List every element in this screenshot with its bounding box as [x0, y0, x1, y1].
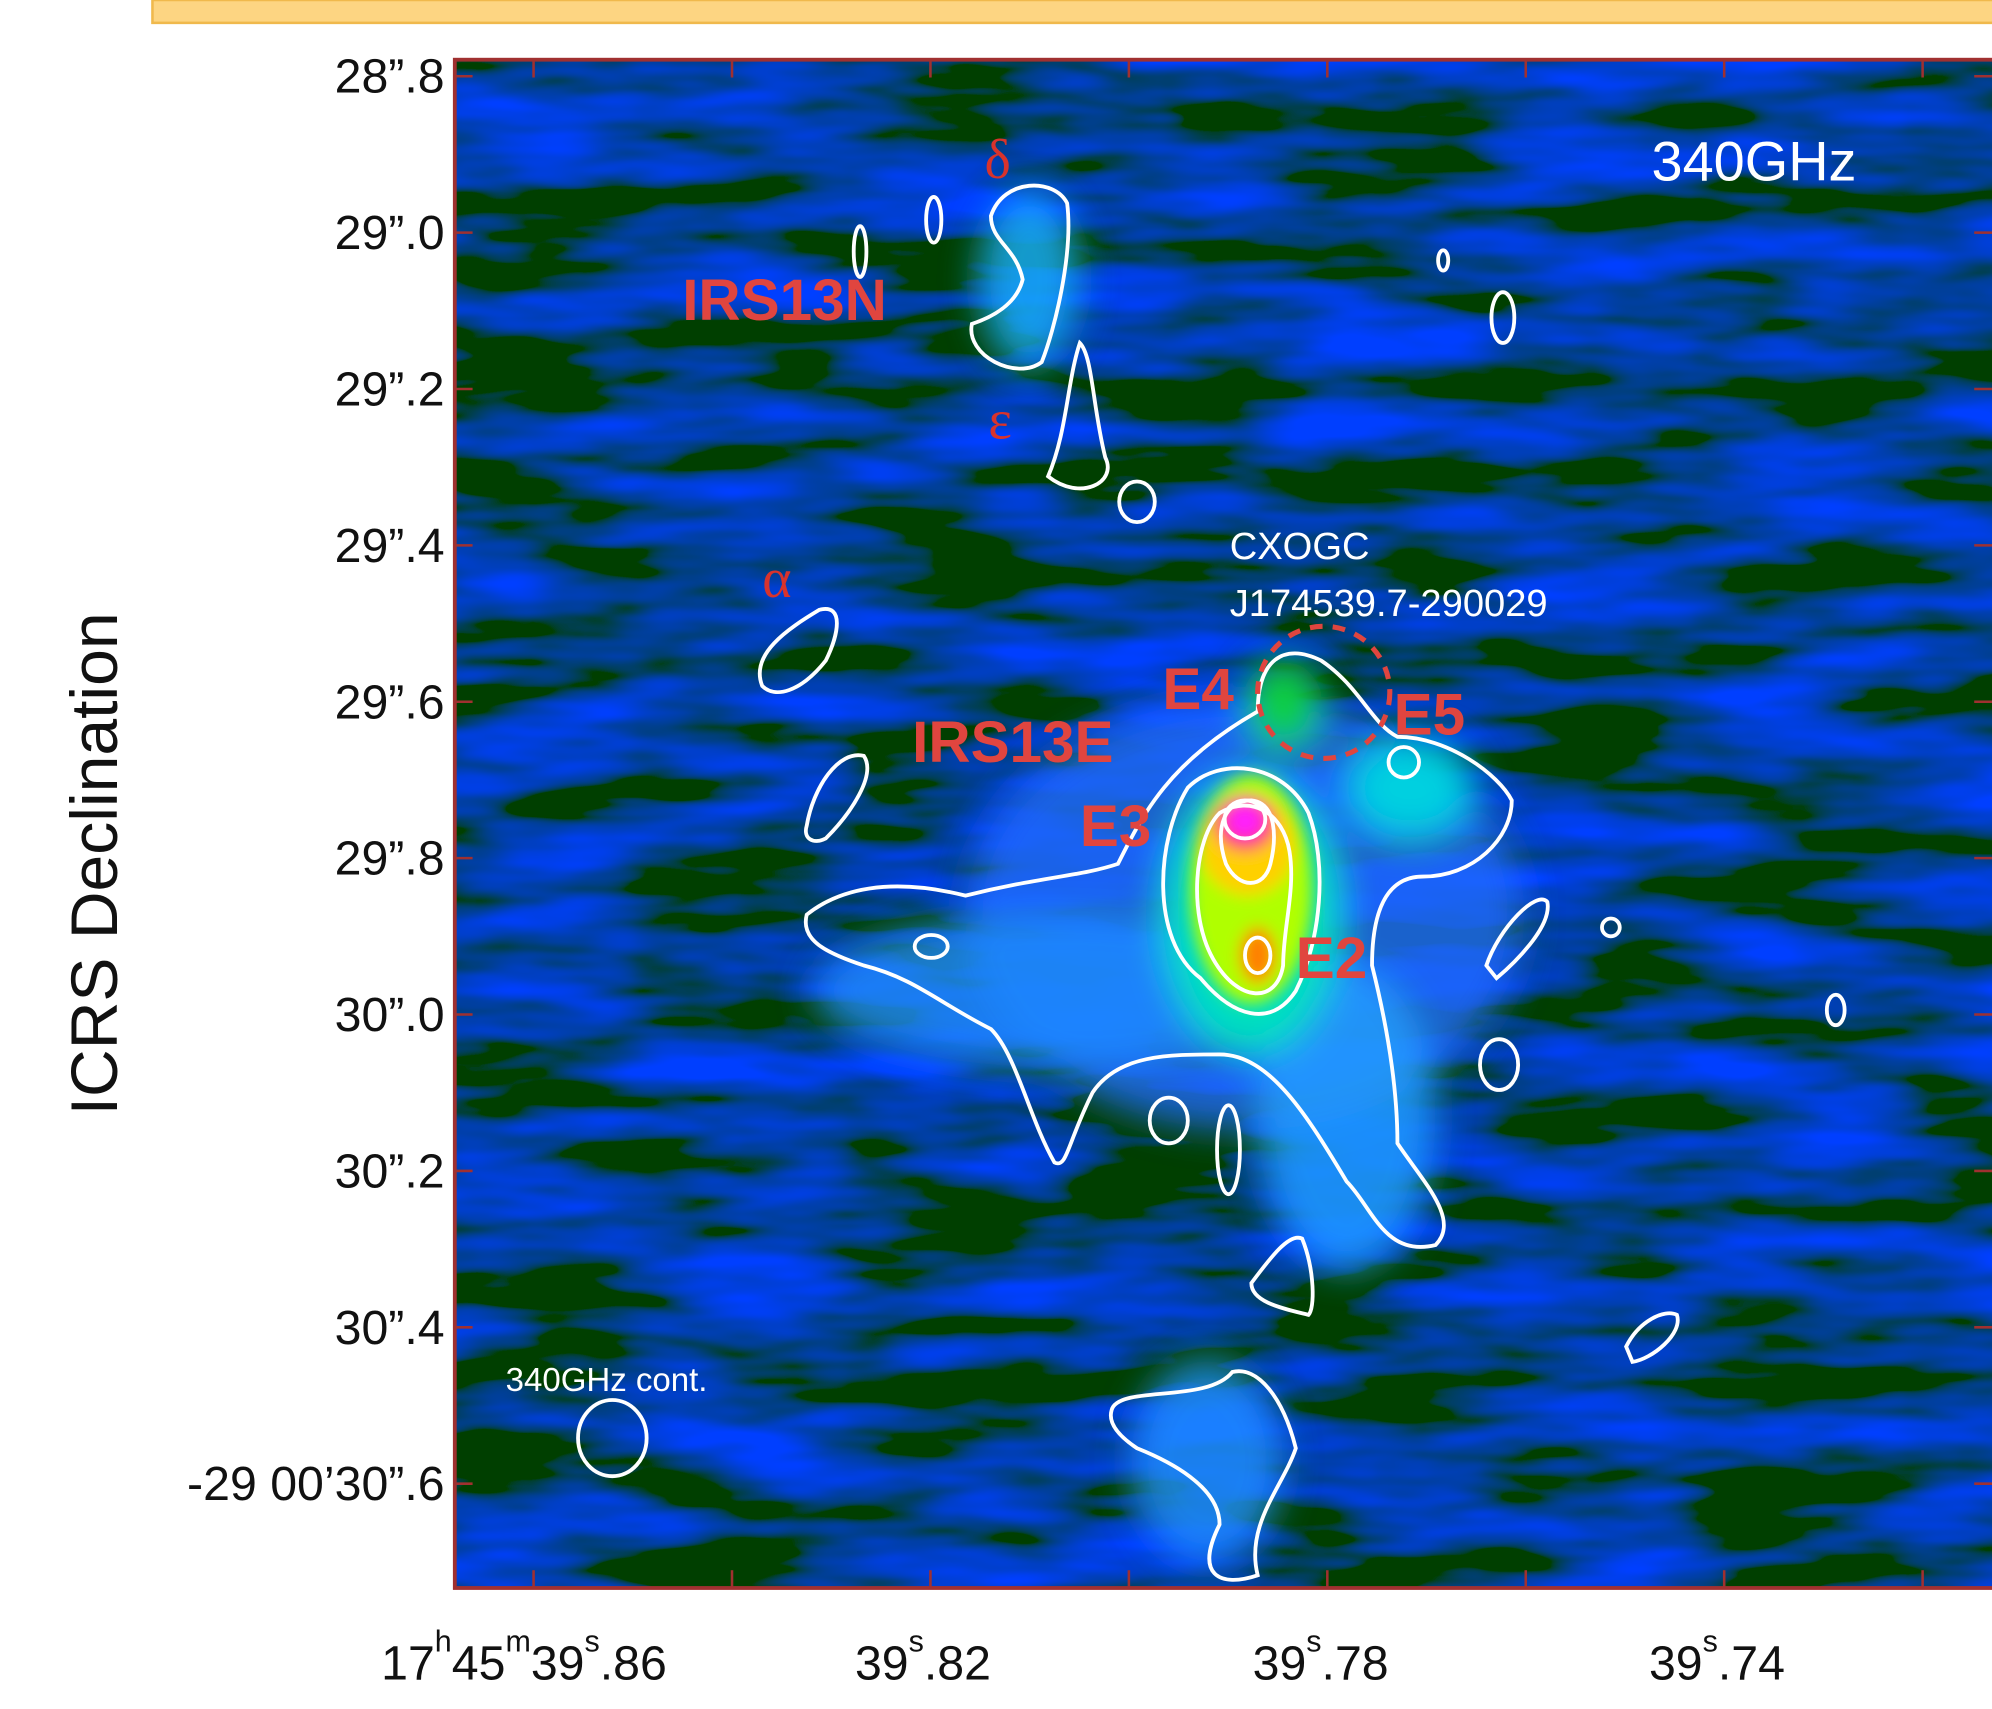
frame	[452, 57, 1992, 1590]
cxogc-circle	[1255, 623, 1393, 761]
tick-unit: s	[1703, 1625, 1718, 1659]
y-tick-label: -29 00’30”.6	[187, 1457, 445, 1511]
cxogc-id: J174539.7-290029	[1230, 583, 1548, 625]
label-alpha: α	[762, 548, 791, 610]
tick-number: 39	[531, 1636, 585, 1690]
tick-unit: s	[585, 1625, 600, 1659]
axes: 28”.8 29”.0 29”.2 29”.4 29”.6 29”.8 30”.0 30”.2…	[57, 50, 1992, 1691]
y-tick-label: 29”.4	[335, 519, 445, 573]
tick-number: .78	[1322, 1636, 1389, 1690]
scaled-content: 28”.8 29”.0 29”.2 29”.4 29”.6 29”.8 30”.0 30”.2…	[57, 0, 1992, 1690]
annotations: 340GHz δ IRS13N ε α E4 E5 IRS13E E3 E2 CXOGC J17453…	[506, 129, 1857, 1398]
label-delta: δ	[985, 129, 1011, 191]
y-tick-label: 30”.0	[335, 988, 445, 1042]
y-tick-label: 29”.6	[335, 675, 445, 729]
tick-number: 39	[855, 1636, 909, 1690]
label-e4: E4	[1162, 657, 1234, 722]
label-irs13e: IRS13E	[912, 710, 1113, 775]
label-irs13n: IRS13N	[682, 268, 887, 333]
beam	[576, 1398, 649, 1479]
banner	[151, 0, 1992, 25]
y-tick-label: 29”.2	[335, 363, 445, 417]
x-tick-label: 39s.74	[1649, 1625, 1785, 1691]
cxogc-label: CXOGC	[1230, 526, 1370, 568]
label-e5: E5	[1394, 682, 1465, 747]
y-tick-label: 30”.2	[335, 1144, 445, 1198]
x-tick-label: 17h45m39s.86	[381, 1625, 667, 1691]
y-tick-label: 29”.8	[335, 832, 445, 886]
beam-label: 340GHz cont.	[506, 1361, 708, 1398]
label-epsilon: ε	[988, 389, 1011, 451]
tick-unit: s	[1306, 1625, 1321, 1659]
x-tick-label: 39s.82	[855, 1625, 991, 1691]
tick-number: 45	[452, 1636, 506, 1690]
image	[454, 59, 1992, 1589]
tick-number: 17	[381, 1636, 435, 1690]
tick-number: 39	[1649, 1636, 1703, 1690]
x-tick-label: 39s.78	[1253, 1625, 1389, 1691]
label-e3: E3	[1080, 794, 1151, 859]
tick-number: .74	[1718, 1636, 1785, 1690]
y-tick-label: 29”.0	[335, 206, 445, 260]
tick-number: 39	[1253, 1636, 1307, 1690]
y-tick-label: 28”.8	[335, 50, 445, 104]
label-e2: E2	[1296, 926, 1367, 991]
y-axis-title: ICRS Declination	[57, 612, 131, 1115]
panel-label: 340GHz	[1652, 129, 1857, 192]
tick-unit: m	[505, 1625, 530, 1659]
tick-number: .86	[600, 1636, 667, 1690]
y-tick-label: 30”.4	[335, 1301, 445, 1355]
tick-number: .82	[924, 1636, 991, 1690]
tick-unit: h	[435, 1625, 452, 1659]
tick-unit: s	[909, 1625, 924, 1659]
contours	[758, 183, 1847, 1582]
